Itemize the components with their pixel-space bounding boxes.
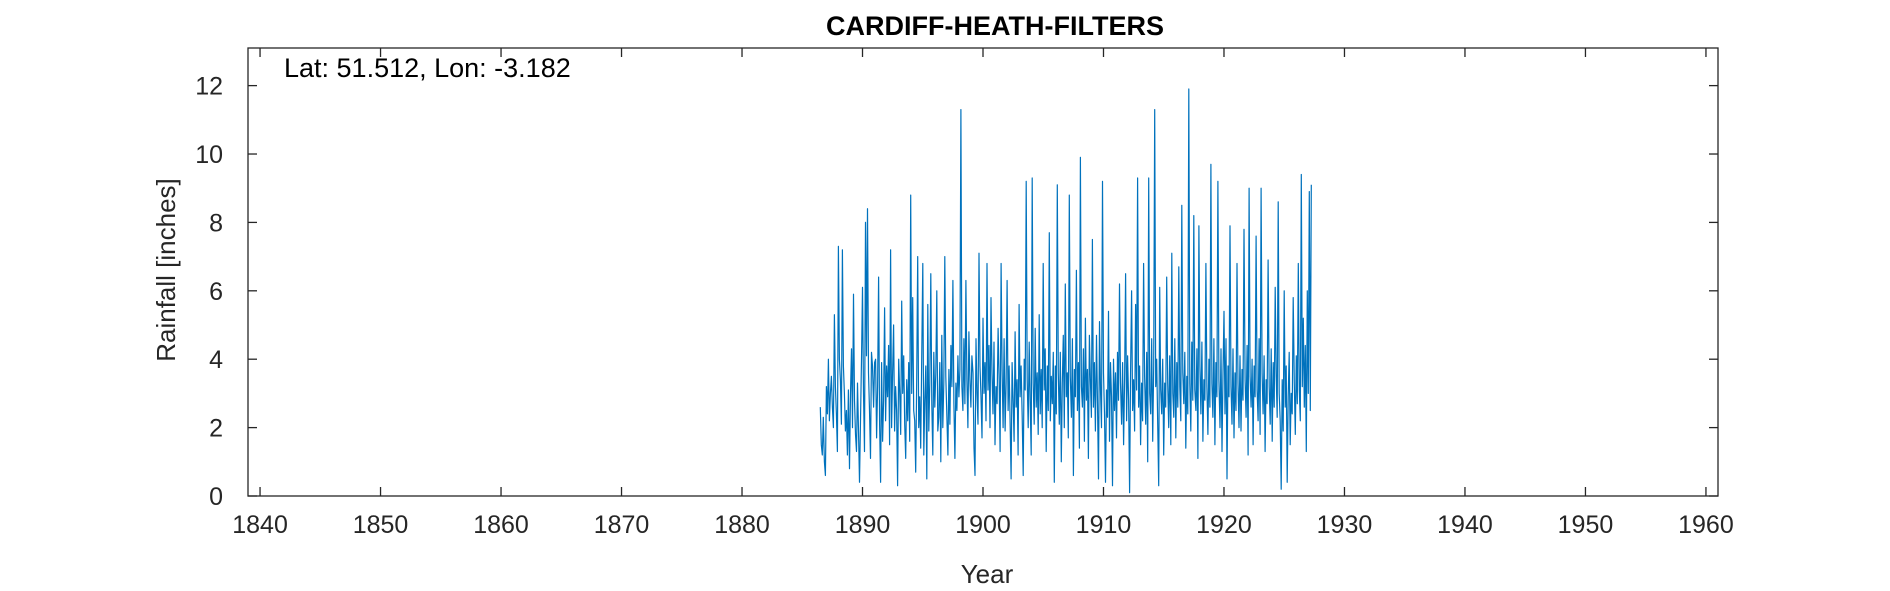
x-tick-label: 1900 bbox=[955, 511, 1011, 539]
y-tick-label: 10 bbox=[195, 141, 223, 169]
x-tick-label: 1860 bbox=[473, 511, 529, 539]
x-tick-label: 1920 bbox=[1196, 511, 1252, 539]
y-tick-label: 0 bbox=[209, 483, 223, 511]
rainfall-series-line bbox=[819, 88, 1312, 494]
x-tick-label: 1950 bbox=[1558, 511, 1614, 539]
y-tick-label: 2 bbox=[209, 415, 223, 443]
chart-title: CARDIFF-HEATH-FILTERS bbox=[826, 11, 1164, 41]
x-tick-label: 1840 bbox=[232, 511, 288, 539]
x-tick-label: 1870 bbox=[594, 511, 650, 539]
y-tick-label: 6 bbox=[209, 278, 223, 306]
y-tick-label: 4 bbox=[209, 346, 223, 374]
y-axis-label: Rainfall [inches] bbox=[151, 178, 181, 362]
y-tick-label: 12 bbox=[195, 73, 223, 101]
x-tick-label: 1910 bbox=[1076, 511, 1132, 539]
x-tick-label: 1930 bbox=[1317, 511, 1373, 539]
x-tick-label: 1880 bbox=[714, 511, 770, 539]
y-tick-label: 8 bbox=[209, 209, 223, 237]
x-tick-label: 1940 bbox=[1437, 511, 1493, 539]
location-annotation: Lat: 51.512, Lon: -3.182 bbox=[284, 53, 571, 83]
x-tick-label: 1890 bbox=[835, 511, 891, 539]
x-axis-label: Year bbox=[961, 559, 1014, 589]
plot-axes: 1840 1850 1860 1870 1880 1890 1900 1910 1920 1930… bbox=[195, 47, 1734, 539]
x-tick-label: 1960 bbox=[1678, 511, 1734, 539]
x-tick-label: 1850 bbox=[353, 511, 409, 539]
plot-box bbox=[247, 47, 1719, 497]
